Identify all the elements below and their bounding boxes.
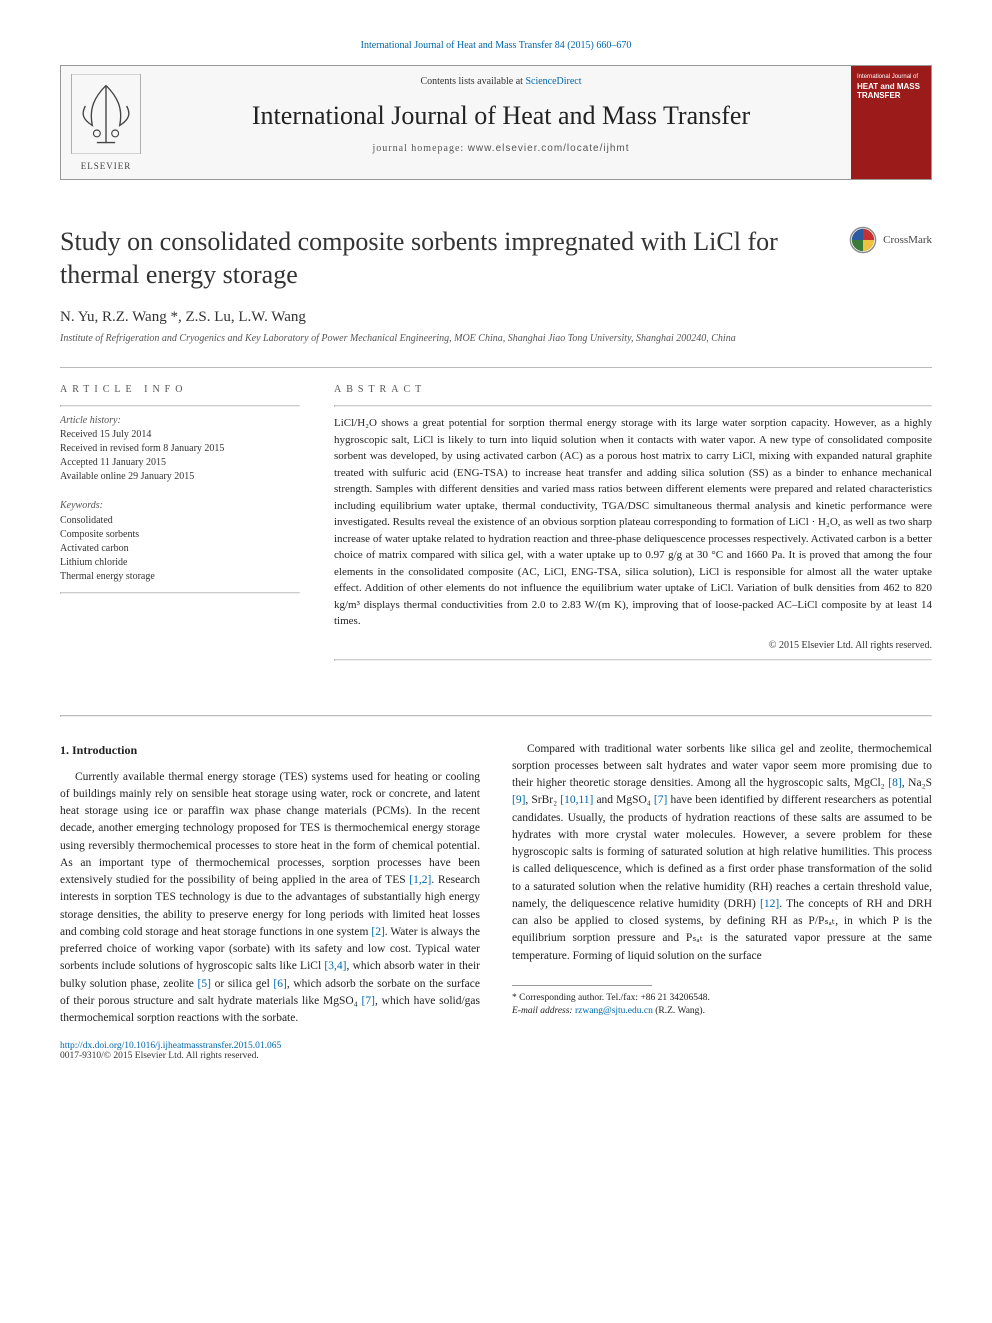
- keyword: Composite sorbents: [60, 528, 300, 542]
- journal-title: International Journal of Heat and Mass T…: [151, 101, 851, 131]
- corresponding-author-footnote: * Corresponding author. Tel./fax: +86 21…: [512, 992, 932, 1019]
- left-rule: [334, 659, 932, 661]
- crossmark-icon: [849, 226, 877, 254]
- sciencedirect-link[interactable]: ScienceDirect: [525, 76, 581, 87]
- article-info-column: ARTICLE INFO Article history: Received 1…: [60, 384, 300, 669]
- journal-cover-thumb: International Journal of HEAT and MASS T…: [851, 66, 931, 179]
- doi-link[interactable]: http://dx.doi.org/10.1016/j.ijheatmasstr…: [60, 1041, 281, 1051]
- copyright-line: 0017-9310/© 2015 Elsevier Ltd. All right…: [60, 1051, 932, 1061]
- citation-link[interactable]: [2]: [371, 926, 384, 938]
- journal-homepage-line: journal homepage: www.elsevier.com/locat…: [151, 143, 851, 154]
- top-citation-link[interactable]: International Journal of Heat and Mass T…: [60, 40, 932, 51]
- elsevier-wordmark: ELSEVIER: [70, 161, 142, 171]
- doi-block: http://dx.doi.org/10.1016/j.ijheatmasstr…: [60, 1041, 932, 1061]
- horizontal-rule: [60, 367, 932, 368]
- left-rule: [60, 405, 300, 407]
- affiliation: Institute of Refrigeration and Cryogenic…: [60, 332, 932, 345]
- body-paragraph: Currently available thermal energy stora…: [60, 769, 480, 1028]
- citation-link[interactable]: [5]: [198, 978, 211, 990]
- keyword: Activated carbon: [60, 542, 300, 556]
- citation-link[interactable]: [10,11]: [560, 794, 593, 806]
- citation-link[interactable]: [6]: [273, 978, 286, 990]
- section-heading: 1. Introduction: [60, 741, 480, 759]
- article-body: 1. Introduction Currently available ther…: [60, 741, 932, 1028]
- abstract-text: LiCl/H₂O shows a great potential for sor…: [334, 415, 932, 630]
- citation-link[interactable]: [3,4]: [324, 960, 346, 972]
- crossmark-label: CrossMark: [883, 234, 932, 246]
- abstract-column: ABSTRACT LiCl/H₂O shows a great potentia…: [334, 384, 932, 669]
- abstract-head: ABSTRACT: [334, 384, 932, 395]
- article-title: Study on consolidated composite sorbents…: [60, 226, 833, 291]
- keyword: Lithium chloride: [60, 556, 300, 570]
- journal-homepage-url[interactable]: www.elsevier.com/locate/ijhmt: [468, 143, 630, 154]
- left-rule: [60, 592, 300, 594]
- history-head: Article history:: [60, 415, 300, 426]
- journal-header-band: ELSEVIER Contents lists available at Sci…: [60, 65, 932, 180]
- citation-link[interactable]: [12]: [760, 898, 779, 910]
- citation-link[interactable]: [7]: [362, 995, 375, 1007]
- article-info-head: ARTICLE INFO: [60, 384, 300, 395]
- elsevier-logo: ELSEVIER: [61, 66, 151, 179]
- left-rule: [334, 405, 932, 407]
- footnote-rule: [512, 985, 652, 986]
- history-line: Received in revised form 8 January 2015: [60, 442, 300, 456]
- abstract-copyright: © 2015 Elsevier Ltd. All rights reserved…: [334, 640, 932, 651]
- elsevier-tree-icon: [70, 74, 142, 154]
- keyword: Thermal energy storage: [60, 570, 300, 584]
- history-line: Received 15 July 2014: [60, 428, 300, 442]
- citation-link[interactable]: [8]: [888, 777, 901, 789]
- keywords-head: Keywords:: [60, 500, 300, 511]
- email-link[interactable]: rzwang@sjtu.edu.cn: [575, 1006, 653, 1016]
- keyword: Consolidated: [60, 514, 300, 528]
- horizontal-rule: [60, 715, 932, 717]
- crossmark-badge[interactable]: CrossMark: [849, 226, 932, 254]
- citation-link[interactable]: [9]: [512, 794, 525, 806]
- contents-lists-line: Contents lists available at ScienceDirec…: [151, 76, 851, 87]
- citation-link[interactable]: [1,2]: [409, 874, 431, 886]
- history-line: Accepted 11 January 2015: [60, 456, 300, 470]
- citation-link[interactable]: [7]: [654, 794, 667, 806]
- authors-line: N. Yu, R.Z. Wang *, Z.S. Lu, L.W. Wang: [60, 309, 932, 326]
- history-line: Available online 29 January 2015: [60, 470, 300, 484]
- body-paragraph: Compared with traditional water sorbents…: [512, 741, 932, 965]
